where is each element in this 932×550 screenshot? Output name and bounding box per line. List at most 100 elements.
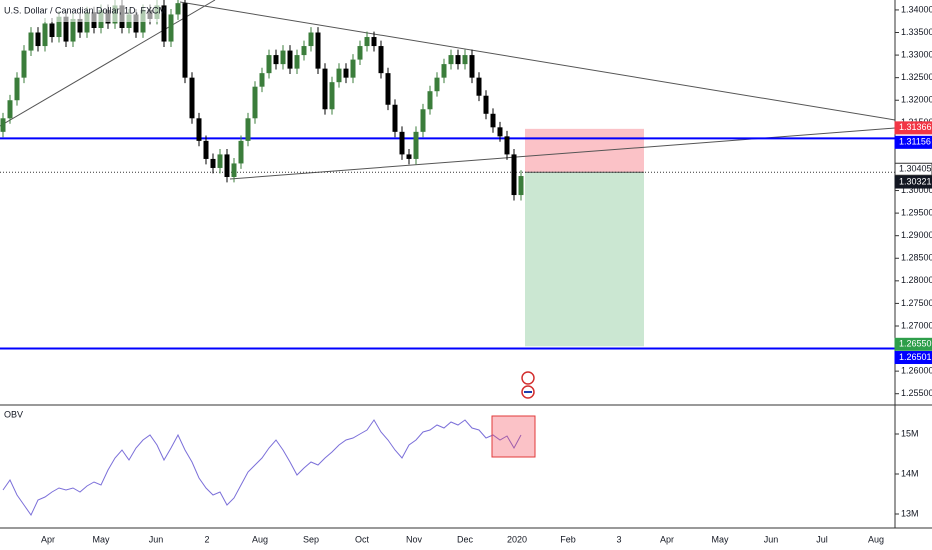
candle-body: [294, 55, 300, 69]
candle-body: [357, 46, 363, 60]
candle-body: [245, 118, 251, 141]
candle-body: [0, 118, 6, 132]
candle-body: [231, 163, 237, 177]
y-tick-label: 1.32000: [901, 95, 932, 105]
y-tick-label: 15M: [901, 428, 919, 438]
price-label: 1.30405: [899, 164, 932, 174]
candle-body: [210, 158, 216, 168]
y-tick-label: 1.29000: [901, 230, 932, 240]
candle-body: [280, 50, 286, 65]
candle-body: [189, 77, 195, 119]
y-tick-label: 1.32500: [901, 72, 932, 82]
candle-body: [133, 14, 139, 33]
candle-body: [455, 55, 461, 65]
y-tick-label: 1.33000: [901, 49, 932, 59]
candle-body: [343, 68, 349, 78]
trend-line: [229, 127, 896, 180]
candle-body: [322, 68, 328, 110]
x-tick-label: Jul: [816, 534, 828, 544]
highlight-box: [491, 415, 536, 458]
y-tick-label: 1.30000: [901, 185, 932, 195]
candle-body: [497, 127, 503, 137]
trend-line: [0, 0, 216, 127]
candle-body: [161, 5, 167, 42]
y-tick-label: 1.27500: [901, 298, 932, 308]
candle-body: [168, 14, 174, 42]
candle-body: [441, 64, 447, 78]
price-label-box: [894, 351, 932, 365]
y-tick-label: 13M: [901, 508, 919, 518]
candle-body: [434, 77, 440, 92]
candle-body: [273, 55, 279, 65]
candle-body: [308, 32, 314, 47]
candle-body: [196, 118, 202, 141]
candle-body: [371, 37, 377, 47]
candle-body: [385, 73, 391, 105]
candle-body: [84, 12, 90, 33]
trend-line: [179, 1, 896, 121]
candle-body: [476, 77, 482, 96]
candle-body: [259, 73, 265, 87]
candle-body: [21, 50, 27, 78]
y-tick-label: 14M: [901, 468, 919, 478]
candle-body: [182, 3, 188, 78]
candle-body: [504, 136, 510, 155]
candle-body: [427, 91, 433, 110]
price-label-box: [894, 135, 932, 149]
candle-body: [364, 37, 370, 47]
candle-body: [35, 32, 41, 47]
price-label: 1.31156: [899, 137, 931, 147]
x-tick-label: 3: [616, 534, 621, 544]
candle-body: [490, 113, 496, 128]
candle-body: [287, 50, 293, 69]
candle-body: [175, 3, 181, 15]
candle-body: [420, 109, 426, 132]
x-tick-label: Jun: [149, 534, 164, 544]
candle-body: [77, 18, 83, 33]
candle-body: [378, 46, 384, 74]
candle-body: [238, 140, 244, 164]
target-zone: [525, 172, 644, 347]
x-tick-label: Apr: [41, 534, 55, 544]
price-label: 1.26550: [899, 339, 932, 349]
y-tick-label: 1.26000: [901, 366, 932, 376]
candle-body: [413, 131, 419, 159]
candle-body: [203, 140, 209, 159]
x-tick-label: Feb: [560, 534, 576, 544]
candle-body: [511, 154, 517, 196]
candle-body: [301, 46, 307, 56]
candle-body: [42, 23, 48, 47]
candle-body: [462, 55, 468, 65]
y-tick-label: 1.28500: [901, 253, 932, 263]
candle-body: [266, 55, 272, 74]
price-label: 1.31366: [899, 122, 932, 132]
x-tick-label: 2020: [507, 534, 527, 544]
candle-body: [469, 55, 475, 78]
candle-body: [315, 32, 321, 69]
candle-body: [63, 16, 69, 42]
price-label: 1.30321: [899, 176, 932, 186]
price-label-box: [894, 162, 932, 176]
price-label-box: [894, 121, 932, 135]
x-tick-label: Nov: [406, 534, 423, 544]
candle-body: [14, 77, 20, 101]
y-tick-label: 1.33500: [901, 27, 932, 37]
candle-body: [49, 23, 55, 38]
candle-body: [406, 154, 412, 159]
candle-body: [224, 154, 230, 177]
title-backdrop: [0, 0, 160, 22]
price-label-box: [894, 337, 932, 351]
candle-body: [56, 16, 62, 38]
x-tick-label: 2: [204, 534, 209, 544]
candle-body: [336, 68, 342, 83]
x-tick-label: May: [711, 534, 729, 544]
indicator-title: OBV: [4, 409, 23, 419]
x-tick-label: Jun: [764, 534, 779, 544]
stop-zone: [525, 128, 644, 173]
price-label-box: [894, 175, 932, 189]
candle-body: [252, 86, 258, 119]
x-tick-label: Apr: [660, 534, 674, 544]
price-label: 1.26501: [899, 352, 932, 362]
